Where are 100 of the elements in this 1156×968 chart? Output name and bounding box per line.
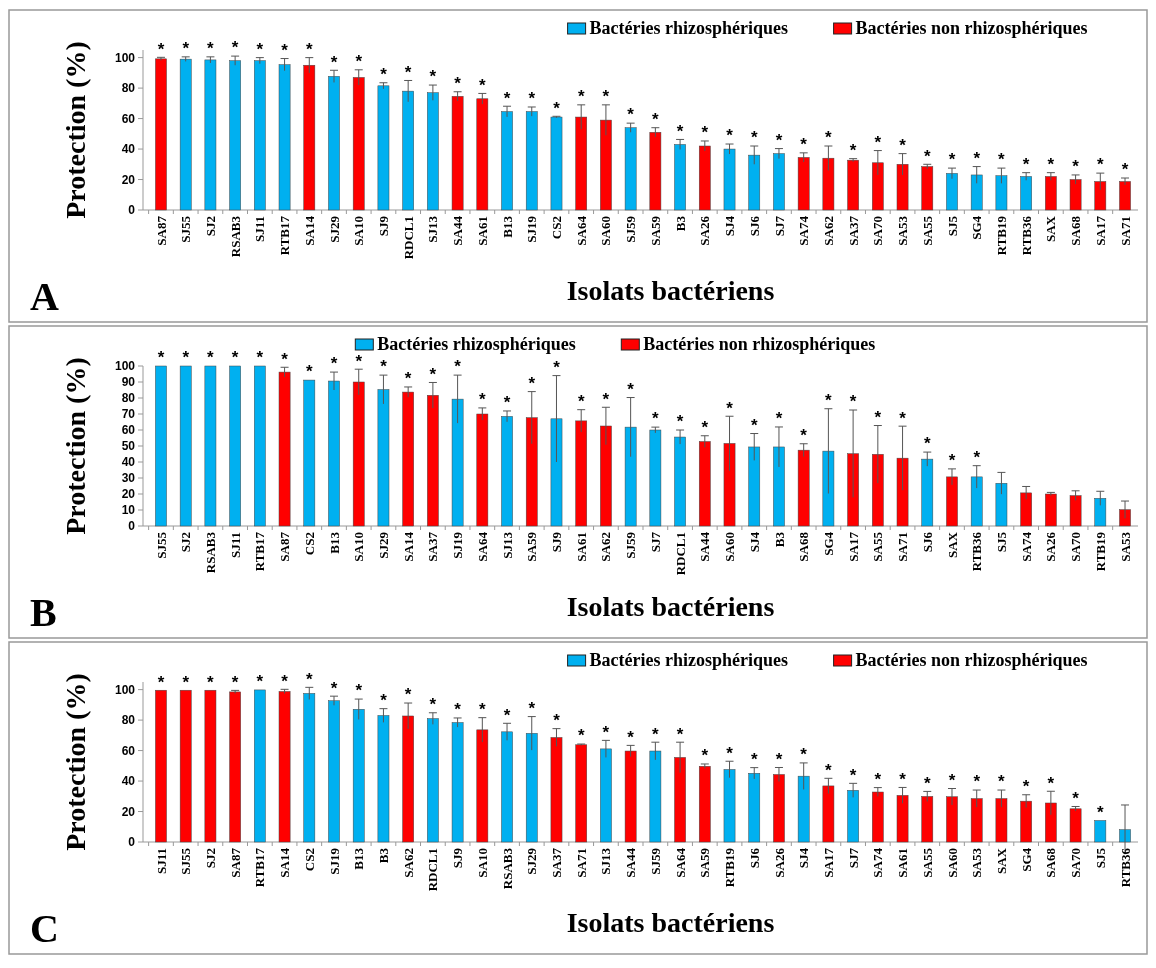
data-label: *	[825, 760, 833, 780]
y-tick-label: 40	[121, 142, 136, 157]
x-tick-label: RSAB3	[227, 215, 243, 258]
data-label: *	[726, 126, 734, 146]
y-tick-label: 10	[121, 503, 136, 518]
data-label: *	[577, 87, 585, 107]
x-tick-label: SJ59	[623, 215, 639, 243]
legend-label: Bactéries rhizosphériques	[589, 650, 789, 670]
data-label: *	[775, 130, 783, 150]
data-label: *	[1072, 788, 1080, 808]
bar	[155, 58, 167, 211]
data-label: *	[231, 38, 239, 58]
data-label: *	[627, 105, 635, 125]
bar	[402, 715, 414, 843]
data-label: *	[207, 39, 215, 59]
bar	[254, 365, 266, 527]
x-tick-label: SA55	[919, 215, 935, 246]
bar	[155, 365, 167, 527]
bar	[278, 64, 291, 211]
bar	[872, 454, 884, 527]
data-label: *	[825, 128, 833, 148]
bar	[773, 153, 785, 211]
bar	[451, 722, 464, 843]
data-label: *	[281, 671, 289, 691]
data-label: *	[404, 369, 412, 389]
bar	[303, 693, 316, 843]
x-tick-label: SA14	[400, 531, 416, 562]
x-tick-label: SJ4	[722, 215, 738, 237]
x-tick-label: SJ5	[1092, 847, 1108, 869]
bar	[204, 59, 217, 211]
bar	[674, 144, 686, 211]
data-label: *	[281, 349, 289, 369]
data-label: *	[479, 700, 487, 720]
data-label: *	[899, 408, 907, 428]
legend-label: Bactéries non rhizosphériques	[643, 334, 876, 354]
data-label: *	[528, 89, 536, 109]
x-tick-label: SA70	[870, 216, 886, 246]
data-label: *	[577, 726, 585, 746]
y-tick-label: 40	[121, 774, 136, 789]
data-label: *	[182, 672, 190, 692]
bar	[600, 119, 612, 211]
bar	[204, 365, 217, 527]
data-label: *	[380, 691, 388, 711]
x-tick-label: SA87	[153, 215, 169, 246]
bar	[377, 715, 390, 843]
data-label: *	[701, 418, 709, 438]
bar	[501, 111, 513, 211]
data-label: *	[825, 391, 833, 411]
data-label: *	[800, 426, 808, 446]
legend-label: Bactéries rhizosphériques	[589, 18, 789, 38]
data-label: *	[157, 672, 165, 692]
data-label: *	[973, 148, 981, 168]
x-tick-label: SJ2	[202, 848, 218, 869]
x-tick-label: RDCL1	[400, 216, 416, 260]
x-tick-label: SA17	[820, 847, 836, 878]
bar	[797, 775, 810, 843]
data-label: *	[750, 415, 758, 435]
bar	[773, 774, 785, 843]
x-tick-label: SA74	[1018, 531, 1034, 562]
x-tick-label: CS2	[549, 216, 565, 240]
data-label: *	[454, 74, 462, 94]
x-tick-label: RTB36	[1117, 847, 1133, 888]
x-tick-label: RTB17	[252, 847, 268, 888]
bar	[352, 381, 365, 527]
x-tick-label: B13	[326, 531, 342, 554]
x-tick-label: SJ4	[796, 847, 812, 869]
x-tick-label: SJ2	[202, 216, 218, 237]
bar	[723, 148, 736, 211]
bar	[822, 785, 835, 843]
x-tick-label: CS2	[301, 848, 317, 872]
x-tick-label: SA26	[1043, 531, 1059, 562]
x-tick-label: SA37	[425, 531, 441, 562]
x-tick-label: SA59	[697, 847, 713, 878]
bar	[402, 391, 414, 527]
x-tick-label: SA68	[1068, 215, 1084, 246]
x-tick-label: SJ6	[746, 847, 762, 869]
bar	[377, 389, 390, 527]
data-label: *	[676, 724, 684, 744]
data-label: *	[726, 398, 734, 418]
data-label: *	[404, 62, 412, 82]
data-label: *	[157, 39, 165, 59]
x-tick-label: SG4	[969, 215, 985, 240]
y-tick-label: 0	[128, 835, 136, 850]
data-label: *	[750, 128, 758, 148]
x-tick-label: SJ9	[549, 531, 565, 553]
bar	[155, 689, 167, 843]
x-tick-label: RDCL1	[672, 532, 688, 576]
data-label: *	[874, 132, 882, 152]
x-tick-label: SA59	[647, 215, 663, 246]
x-tick-label: SJ11	[227, 532, 243, 559]
bar	[995, 175, 1008, 211]
data-label: *	[701, 123, 709, 143]
x-tick-label: SA68	[1043, 847, 1059, 878]
bar	[624, 426, 637, 527]
text: B	[30, 590, 57, 635]
bar	[1069, 495, 1082, 527]
bar	[352, 709, 365, 843]
data-label: *	[800, 745, 808, 765]
x-tick-label: SA87	[227, 847, 243, 878]
x-tick-label: SJ55	[178, 847, 194, 875]
